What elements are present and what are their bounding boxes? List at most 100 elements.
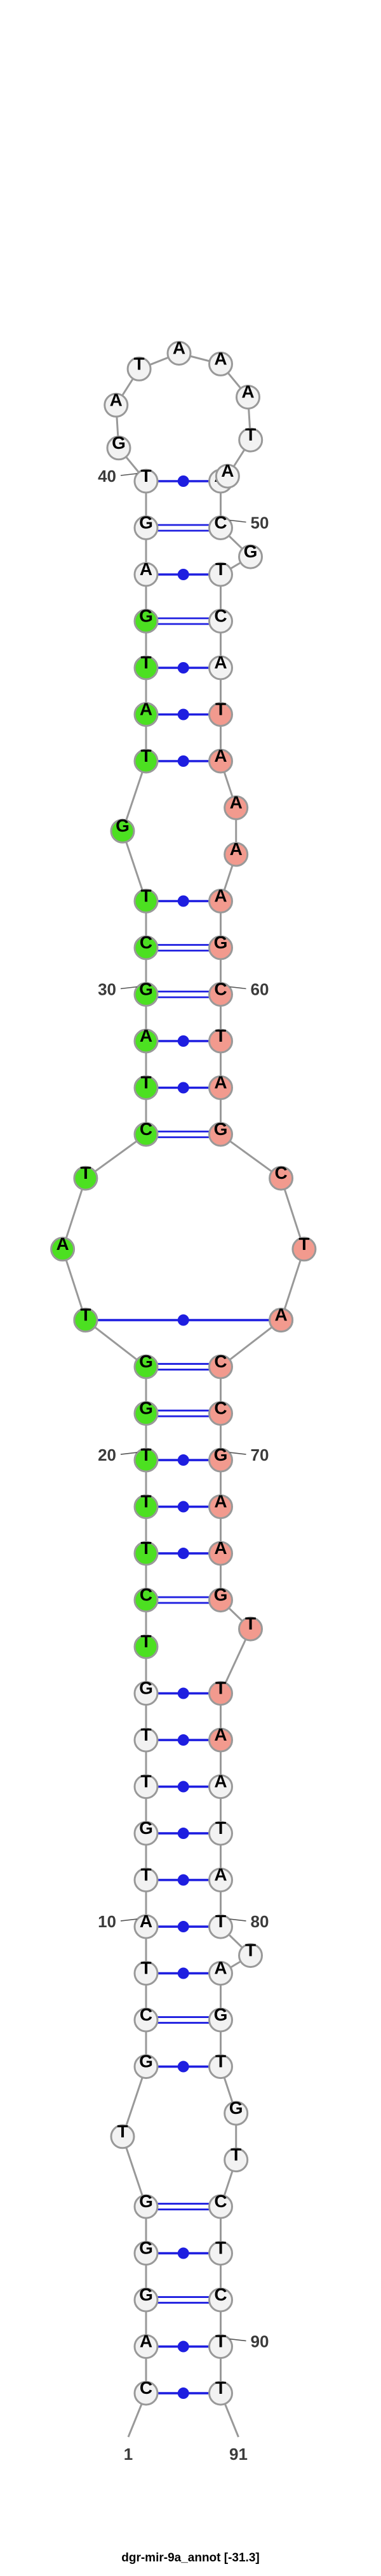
svg-text:T: T <box>140 886 151 906</box>
svg-text:60: 60 <box>251 980 269 999</box>
svg-text:T: T <box>140 1631 151 1651</box>
svg-text:T: T <box>140 1865 151 1885</box>
svg-text:T: T <box>80 1305 91 1325</box>
svg-text:C: C <box>214 2191 227 2211</box>
svg-text:A: A <box>241 382 254 402</box>
svg-text:T: T <box>140 1073 151 1092</box>
svg-text:A: A <box>214 1958 227 1978</box>
svg-text:T: T <box>134 354 145 373</box>
svg-text:T: T <box>140 1958 151 1978</box>
svg-text:A: A <box>214 1492 227 1511</box>
svg-text:G: G <box>139 1351 153 1371</box>
svg-text:A: A <box>230 793 243 813</box>
svg-text:T: T <box>140 1725 151 1744</box>
svg-text:G: G <box>139 2052 153 2071</box>
svg-text:C: C <box>140 2378 152 2398</box>
svg-text:A: A <box>140 1911 152 1931</box>
svg-text:G: G <box>214 1585 228 1605</box>
svg-text:G: G <box>139 513 153 533</box>
svg-text:G: G <box>139 2238 153 2258</box>
svg-text:T: T <box>140 1445 151 1464</box>
svg-text:30: 30 <box>98 980 116 999</box>
svg-text:T: T <box>215 700 226 719</box>
svg-text:T: T <box>140 1492 151 1511</box>
svg-text:A: A <box>214 653 227 672</box>
svg-text:G: G <box>244 541 258 561</box>
svg-text:C: C <box>214 1351 227 1371</box>
svg-text:A: A <box>214 1772 227 1791</box>
svg-text:T: T <box>215 2378 226 2398</box>
svg-text:A: A <box>173 338 185 358</box>
svg-text:G: G <box>139 1818 153 1838</box>
svg-text:C: C <box>140 1119 152 1139</box>
svg-text:A: A <box>140 700 152 719</box>
svg-text:T: T <box>215 1026 226 1046</box>
svg-text:70: 70 <box>251 1445 269 1464</box>
svg-text:C: C <box>214 513 227 533</box>
svg-text:G: G <box>214 933 228 952</box>
svg-text:C: C <box>140 2005 152 2024</box>
svg-text:A: A <box>214 1073 227 1092</box>
svg-text:dgr-mir-9a_annot [-31.3]: dgr-mir-9a_annot [-31.3] <box>121 2551 259 2565</box>
svg-text:G: G <box>139 2191 153 2211</box>
svg-text:A: A <box>214 746 227 766</box>
svg-text:G: G <box>214 1445 228 1464</box>
svg-text:T: T <box>245 1614 256 1633</box>
svg-text:A: A <box>274 1305 287 1325</box>
svg-text:C: C <box>214 606 227 626</box>
svg-text:A: A <box>140 559 152 579</box>
svg-text:20: 20 <box>98 1445 116 1464</box>
svg-text:G: G <box>229 2098 243 2118</box>
svg-text:G: G <box>139 979 153 999</box>
svg-text:T: T <box>140 746 151 766</box>
svg-text:A: A <box>140 1026 152 1046</box>
svg-text:T: T <box>140 466 151 486</box>
svg-text:A: A <box>214 1725 227 1744</box>
svg-text:T: T <box>215 2332 226 2351</box>
svg-text:G: G <box>139 1398 153 1418</box>
svg-text:C: C <box>140 1585 152 1605</box>
svg-text:C: C <box>140 933 152 952</box>
svg-text:T: T <box>298 1234 309 1254</box>
svg-text:T: T <box>215 1678 226 1698</box>
svg-text:G: G <box>139 2285 153 2304</box>
svg-text:A: A <box>140 2332 152 2351</box>
svg-text:G: G <box>139 1678 153 1698</box>
svg-text:C: C <box>214 1398 227 1418</box>
svg-text:T: T <box>215 2238 226 2258</box>
svg-text:G: G <box>112 433 126 453</box>
svg-text:T: T <box>117 2121 128 2141</box>
svg-text:T: T <box>215 559 226 579</box>
svg-text:40: 40 <box>98 467 116 486</box>
svg-text:G: G <box>214 2005 228 2024</box>
svg-text:A: A <box>214 1538 227 1558</box>
svg-text:T: T <box>80 1163 91 1183</box>
svg-text:G: G <box>214 1119 228 1139</box>
svg-text:A: A <box>214 1865 227 1885</box>
svg-text:T: T <box>140 1538 151 1558</box>
svg-text:90: 90 <box>251 2332 269 2351</box>
svg-text:C: C <box>274 1163 287 1183</box>
svg-text:A: A <box>214 886 227 906</box>
svg-text:A: A <box>214 349 227 368</box>
svg-text:C: C <box>214 979 227 999</box>
svg-text:A: A <box>56 1234 69 1254</box>
svg-text:T: T <box>245 425 256 444</box>
svg-text:10: 10 <box>98 1912 116 1931</box>
svg-text:T: T <box>231 2145 241 2165</box>
svg-text:G: G <box>139 606 153 626</box>
svg-text:C: C <box>214 2285 227 2304</box>
svg-text:1: 1 <box>124 2445 133 2464</box>
svg-text:G: G <box>116 816 130 835</box>
svg-text:80: 80 <box>251 1912 269 1931</box>
svg-text:T: T <box>215 2052 226 2071</box>
svg-text:T: T <box>245 1941 256 1960</box>
svg-text:T: T <box>215 1818 226 1838</box>
svg-text:50: 50 <box>251 514 269 533</box>
svg-text:T: T <box>215 1911 226 1931</box>
svg-text:T: T <box>140 653 151 672</box>
svg-text:91: 91 <box>229 2445 248 2464</box>
svg-text:T: T <box>140 1772 151 1791</box>
svg-text:A: A <box>221 461 234 481</box>
svg-text:A: A <box>110 390 123 409</box>
